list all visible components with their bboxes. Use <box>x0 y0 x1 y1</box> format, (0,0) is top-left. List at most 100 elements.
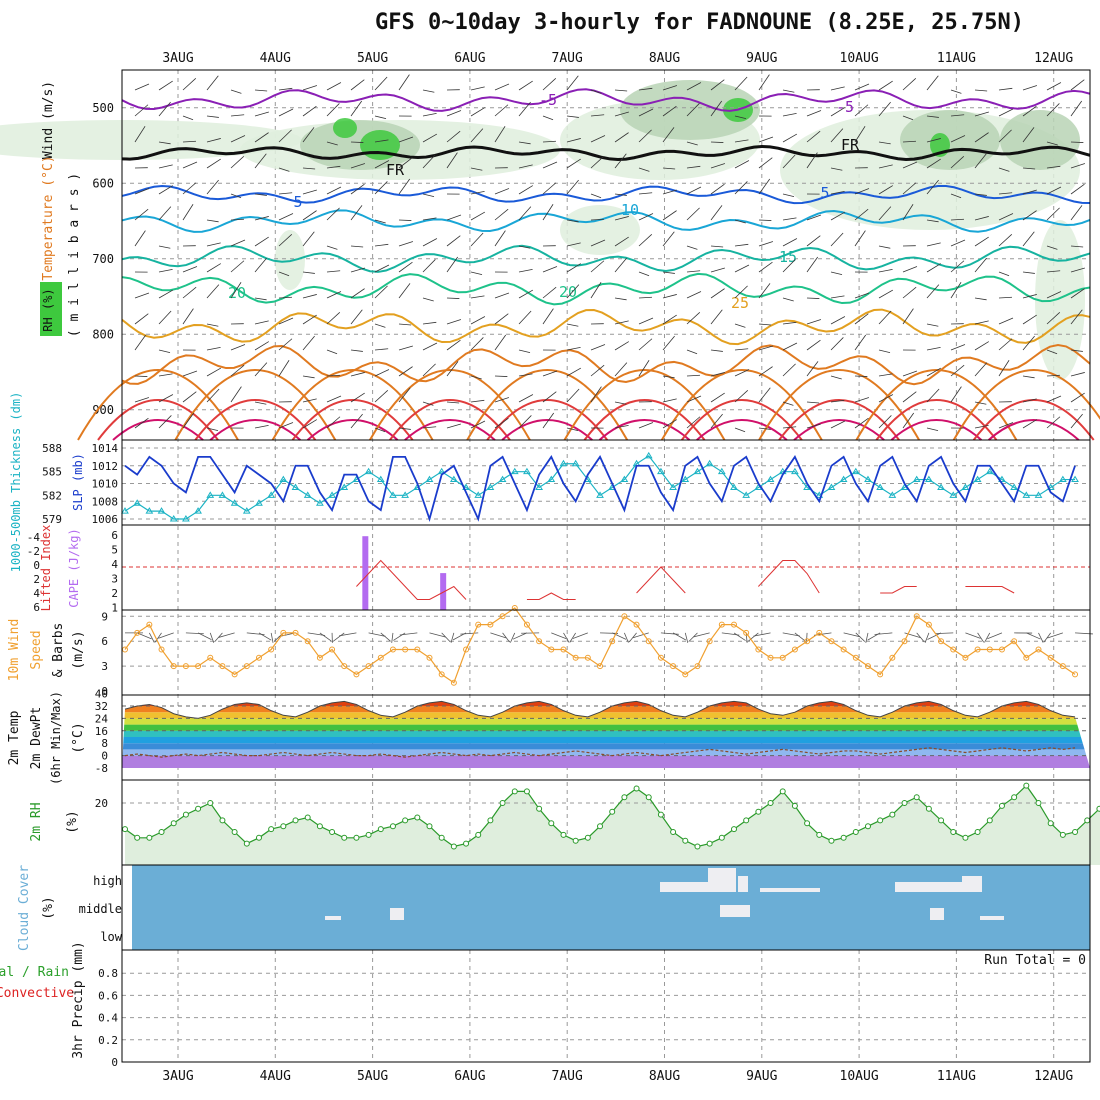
wind-barb <box>854 126 866 143</box>
wind-barb <box>399 632 418 636</box>
thickness-point <box>425 475 434 483</box>
rh-area <box>900 110 1000 170</box>
wind-barb <box>1022 105 1037 117</box>
wind-barb <box>974 236 989 247</box>
wind-barb <box>398 219 412 221</box>
wind-barb <box>278 167 290 172</box>
wind-speed-point <box>207 654 214 661</box>
lifted-index-line <box>526 592 576 600</box>
wind-barb <box>278 271 290 277</box>
thickness-point <box>376 475 385 483</box>
slp-tick-label: 1014 <box>92 442 119 455</box>
wind-barb <box>686 349 698 355</box>
surface-temperature-contour <box>97 399 219 441</box>
wind-speed-point <box>852 654 859 661</box>
lifted-index-line <box>965 586 1015 594</box>
surface-temperature-contour <box>598 419 691 441</box>
wind-speed-point <box>195 663 202 670</box>
rh-point <box>463 840 470 847</box>
wind-barb <box>278 192 293 195</box>
wind-barb <box>254 257 267 273</box>
wind-barb <box>710 309 723 325</box>
rh-point <box>572 837 579 844</box>
wind-barb <box>518 268 533 273</box>
wind-barb <box>600 632 619 634</box>
wind-barb <box>230 156 245 169</box>
wind-barb <box>916 632 925 643</box>
wind-barb <box>734 323 746 328</box>
wind-barb <box>374 264 390 273</box>
wind-barb <box>230 364 245 377</box>
wind-barb <box>638 360 650 377</box>
day-label-bottom: 12AUG <box>1034 1069 1073 1084</box>
wind-barb <box>904 632 921 638</box>
wind-barb <box>566 427 579 432</box>
rh-point <box>950 829 957 835</box>
surface-temperature-contour <box>793 419 885 441</box>
wind-barb <box>422 217 437 221</box>
wind-barb <box>470 232 484 247</box>
wind-barb <box>302 231 315 247</box>
wind-barb <box>254 216 269 221</box>
wind-barb <box>926 115 939 118</box>
rh-point <box>621 794 628 801</box>
wind-barb <box>758 136 774 143</box>
panel-frame-pressure <box>121 439 1091 526</box>
wind-speed-point <box>414 646 421 653</box>
thickness-point <box>1058 475 1067 483</box>
wind-barb <box>134 292 150 299</box>
wind-barb <box>874 632 893 635</box>
wind-barb <box>614 362 628 377</box>
wind-barb <box>753 632 771 637</box>
wind-barb <box>542 266 558 273</box>
rh-point <box>597 823 604 830</box>
thickness-point <box>1071 475 1079 483</box>
wind-barb <box>854 292 870 299</box>
wind-barb <box>878 268 893 273</box>
wind-barb <box>950 156 965 169</box>
thickness-point <box>717 467 726 475</box>
wind-speed-point <box>828 638 835 645</box>
wind-barb <box>830 107 845 117</box>
wind-barb <box>977 632 985 643</box>
wind-barb <box>333 632 345 642</box>
thickness-point <box>145 507 154 514</box>
wind-barb <box>374 160 390 169</box>
wind-speed-point <box>877 671 884 678</box>
wind-barb <box>927 632 942 640</box>
wind-barb <box>878 101 891 117</box>
rh-point <box>938 817 945 824</box>
wind-barb <box>926 284 940 299</box>
cloud-block <box>930 908 944 920</box>
wind-barb <box>734 243 749 247</box>
wind-barb <box>518 415 532 429</box>
wind-barb <box>1022 167 1036 170</box>
rh-point <box>548 820 555 827</box>
wind-barb <box>134 104 149 117</box>
wind-speed-point <box>974 646 981 653</box>
wind-speed-point <box>1047 654 1054 661</box>
wind-tick-label: 3 <box>101 660 108 673</box>
day-label-bottom: 5AUG <box>357 1069 388 1084</box>
wind-barb <box>935 632 954 634</box>
wind-barb <box>830 337 844 351</box>
wind-barb <box>398 366 413 377</box>
wind-barb <box>206 284 220 299</box>
thickness-point <box>912 475 921 483</box>
upper-wind-barbs <box>134 74 1086 433</box>
wind-barb <box>926 388 940 403</box>
wind-barb <box>734 76 748 91</box>
wind-speed-point <box>170 663 177 670</box>
wind-barb <box>854 188 870 195</box>
wind-barb <box>258 632 272 641</box>
thickness-point <box>888 491 897 498</box>
wind-barb <box>734 139 749 143</box>
wind-barb <box>182 308 194 325</box>
wind-barb <box>374 115 387 120</box>
wind-barb <box>926 75 939 91</box>
wind-barb <box>662 231 675 247</box>
wind-barb <box>422 426 437 429</box>
wind-barb <box>1070 141 1084 143</box>
wind-barb <box>158 164 173 169</box>
wind-barb <box>158 349 171 354</box>
